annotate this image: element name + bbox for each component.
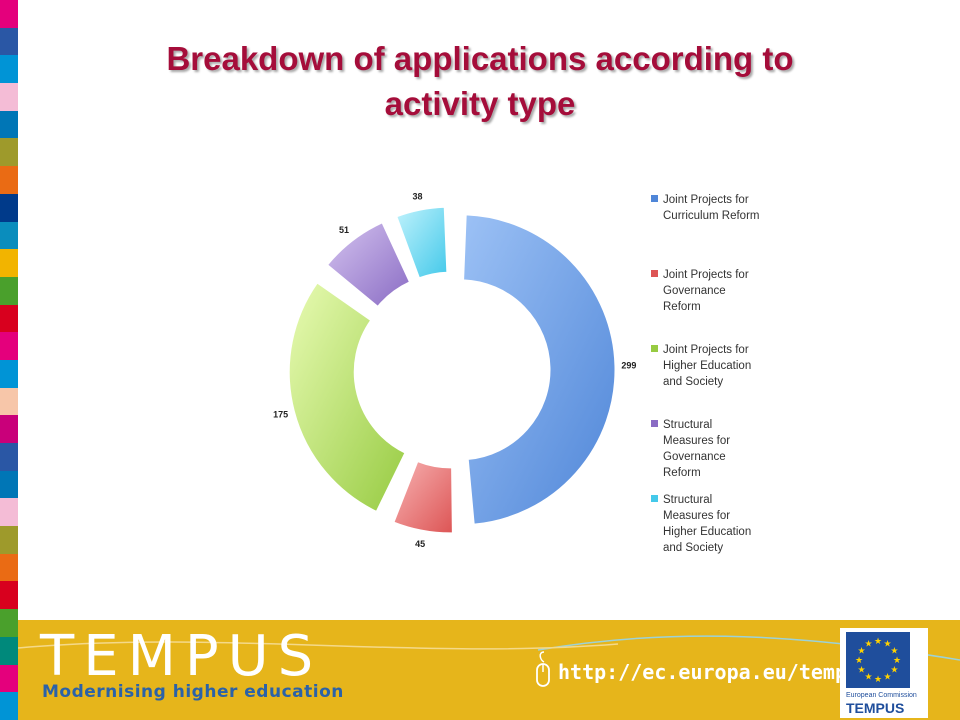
legend-swatch-3 [651,345,658,352]
svg-text:★: ★ [893,655,901,665]
legend-label-5-line-2: Measures for [663,510,730,522]
doughnut-slice-3 [288,282,406,513]
doughnut-slice-5 [396,206,448,279]
svg-text:★: ★ [858,646,866,656]
legend-swatch-5 [651,495,658,502]
data-label-5: 38 [412,191,422,201]
svg-text:★: ★ [890,646,898,656]
tempus-logo-text: TEMPUS [40,624,323,689]
svg-text:★: ★ [890,665,898,675]
eu-label: European Commission [846,692,917,699]
legend-label-4-line-4: Reform [663,467,701,479]
legend-swatch-2 [651,270,658,277]
legend-label-1-line-2: Curriculum Reform [663,210,760,222]
legend-label-5-line-1: Structural [663,494,712,506]
legend-label-4-line-3: Governance [663,451,726,463]
footer-banner: TEMPUS Modernising higher education http… [18,620,960,720]
legend-label-2-line-2: Governance [663,285,726,297]
legend-label-5-line-4: and Society [663,542,723,554]
legend-swatch-1 [651,195,658,202]
slide-title-line2: activity type [384,85,576,122]
svg-text:★: ★ [864,639,872,649]
svg-text:★: ★ [855,655,863,665]
legend-label-3-line-1: Joint Projects for [663,344,749,356]
decorative-color-stripe [0,0,18,720]
tempus-slogan: Modernising higher education [42,682,344,702]
legend-label-2-line-1: Joint Projects for [663,269,749,281]
tempus-url-link[interactable]: http://ec.europa.eu/tempus [558,660,872,684]
svg-text:★: ★ [874,636,882,646]
svg-text:★: ★ [883,639,891,649]
european-commission-badge: ★ ★ ★ ★ ★ ★ ★ ★ ★ ★ ★ ★ European Commission TEMPUS [840,628,928,718]
data-label-3: 175 [273,409,288,419]
doughnut-slice-1 [463,214,616,525]
svg-text:★: ★ [858,665,866,675]
legend-label-4-line-1: Structural [663,419,712,431]
eu-tempus-label: TEMPUS [846,700,905,716]
svg-text:★: ★ [883,671,891,681]
data-label-4: 51 [339,225,349,235]
doughnut-slice-4 [326,222,411,308]
svg-text:★: ★ [874,674,882,684]
legend-swatch-4 [651,420,658,427]
legend-label-3-line-2: Higher Education [663,360,751,372]
legend-label-3-line-3: and Society [663,376,723,388]
legend-label-5-line-3: Higher Education [663,526,751,538]
slide-title: Breakdown of applications according to a… [40,36,920,126]
svg-text:★: ★ [864,671,872,681]
data-label-1: 299 [621,360,636,370]
doughnut-slice-2 [393,461,453,534]
legend-label-4-line-2: Measures for [663,435,730,447]
mouse-icon [536,651,550,687]
eu-flag-icon: ★ ★★★★★★★★★★★ [846,632,910,688]
legend-label-2-line-3: Reform [663,301,701,313]
data-label-2: 45 [415,539,425,549]
doughnut-chart: 299 45 175 51 38 Joint Projects for Curriculu… [273,191,760,554]
slide-title-line1: Breakdown of applications according to [166,40,794,77]
legend-label-1-line-1: Joint Projects for [663,194,749,206]
